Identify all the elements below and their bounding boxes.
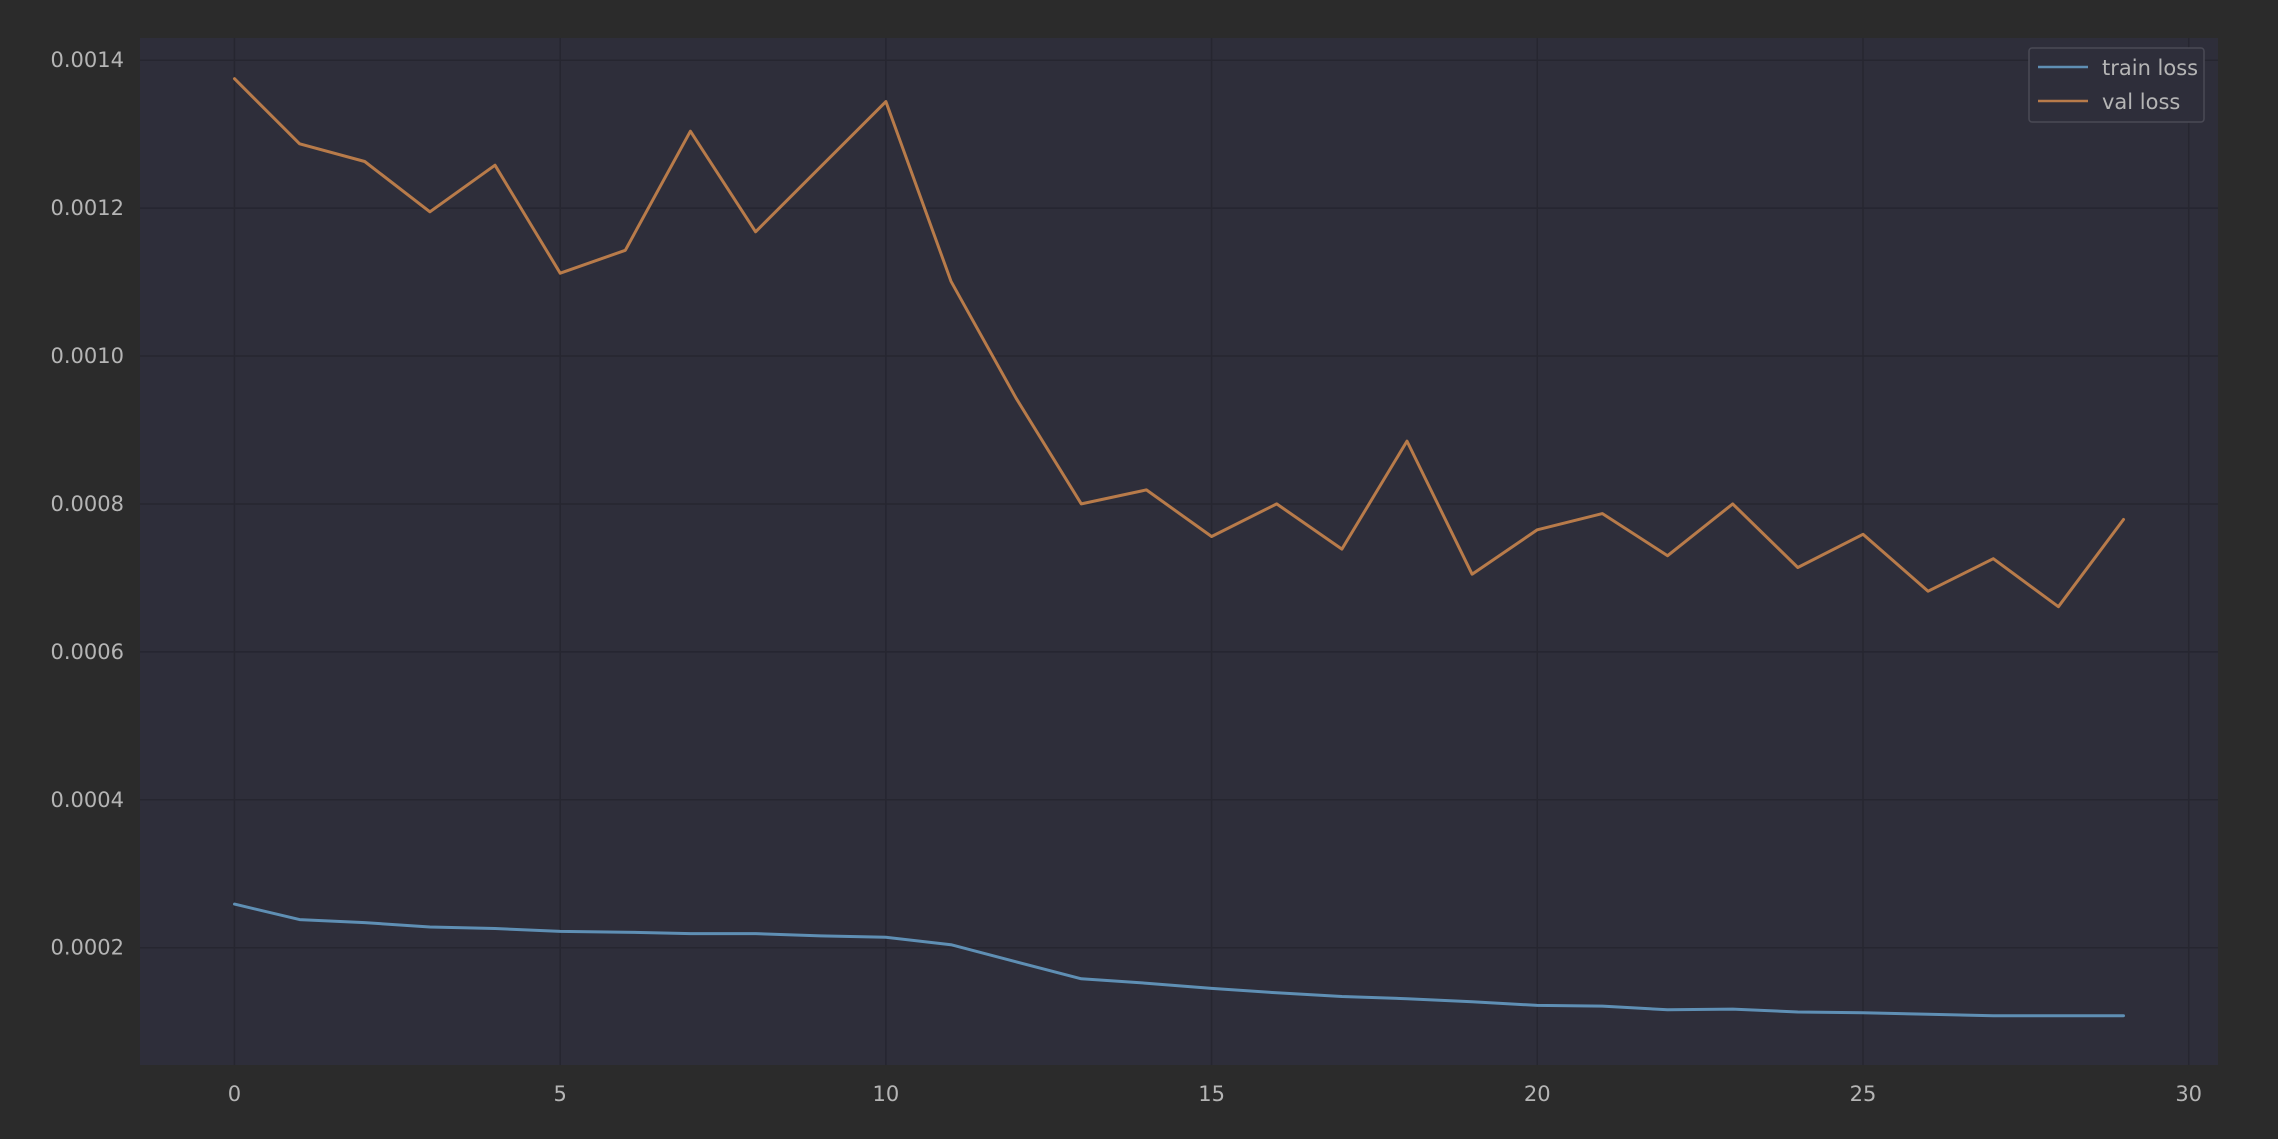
y-tick-label: 0.0004 bbox=[51, 788, 124, 812]
legend-label-train-loss: train loss bbox=[2102, 56, 2198, 80]
y-tick-label: 0.0002 bbox=[51, 936, 124, 960]
axis-ticks: 0 5 10 15 20 25 30 0.0002 0.0004 0.0006 0.0008 0.00… bbox=[51, 48, 2203, 1106]
x-tick-label: 15 bbox=[1198, 1082, 1225, 1106]
grid bbox=[140, 38, 2218, 1065]
y-tick-label: 0.0010 bbox=[51, 344, 124, 368]
series-lines bbox=[233, 77, 2125, 1018]
y-tick-label: 0.0008 bbox=[51, 492, 124, 516]
x-tick-label: 5 bbox=[553, 1082, 566, 1106]
x-tick-label: 20 bbox=[1524, 1082, 1551, 1106]
y-tick-label: 0.0006 bbox=[51, 640, 124, 664]
x-tick-label: 25 bbox=[1850, 1082, 1877, 1106]
y-tick-label: 0.0014 bbox=[51, 48, 124, 72]
legend-label-val-loss: val loss bbox=[2102, 90, 2180, 114]
series-line-train-loss bbox=[233, 902, 2125, 1018]
x-tick-label: 30 bbox=[2175, 1082, 2202, 1106]
legend: train loss val loss bbox=[2028, 47, 2205, 123]
plot-area bbox=[140, 38, 2218, 1065]
x-tick-label: 0 bbox=[228, 1082, 241, 1106]
series-line-val-loss bbox=[233, 77, 2125, 609]
x-tick-label: 10 bbox=[872, 1082, 899, 1106]
y-tick-label: 0.0012 bbox=[51, 196, 124, 220]
